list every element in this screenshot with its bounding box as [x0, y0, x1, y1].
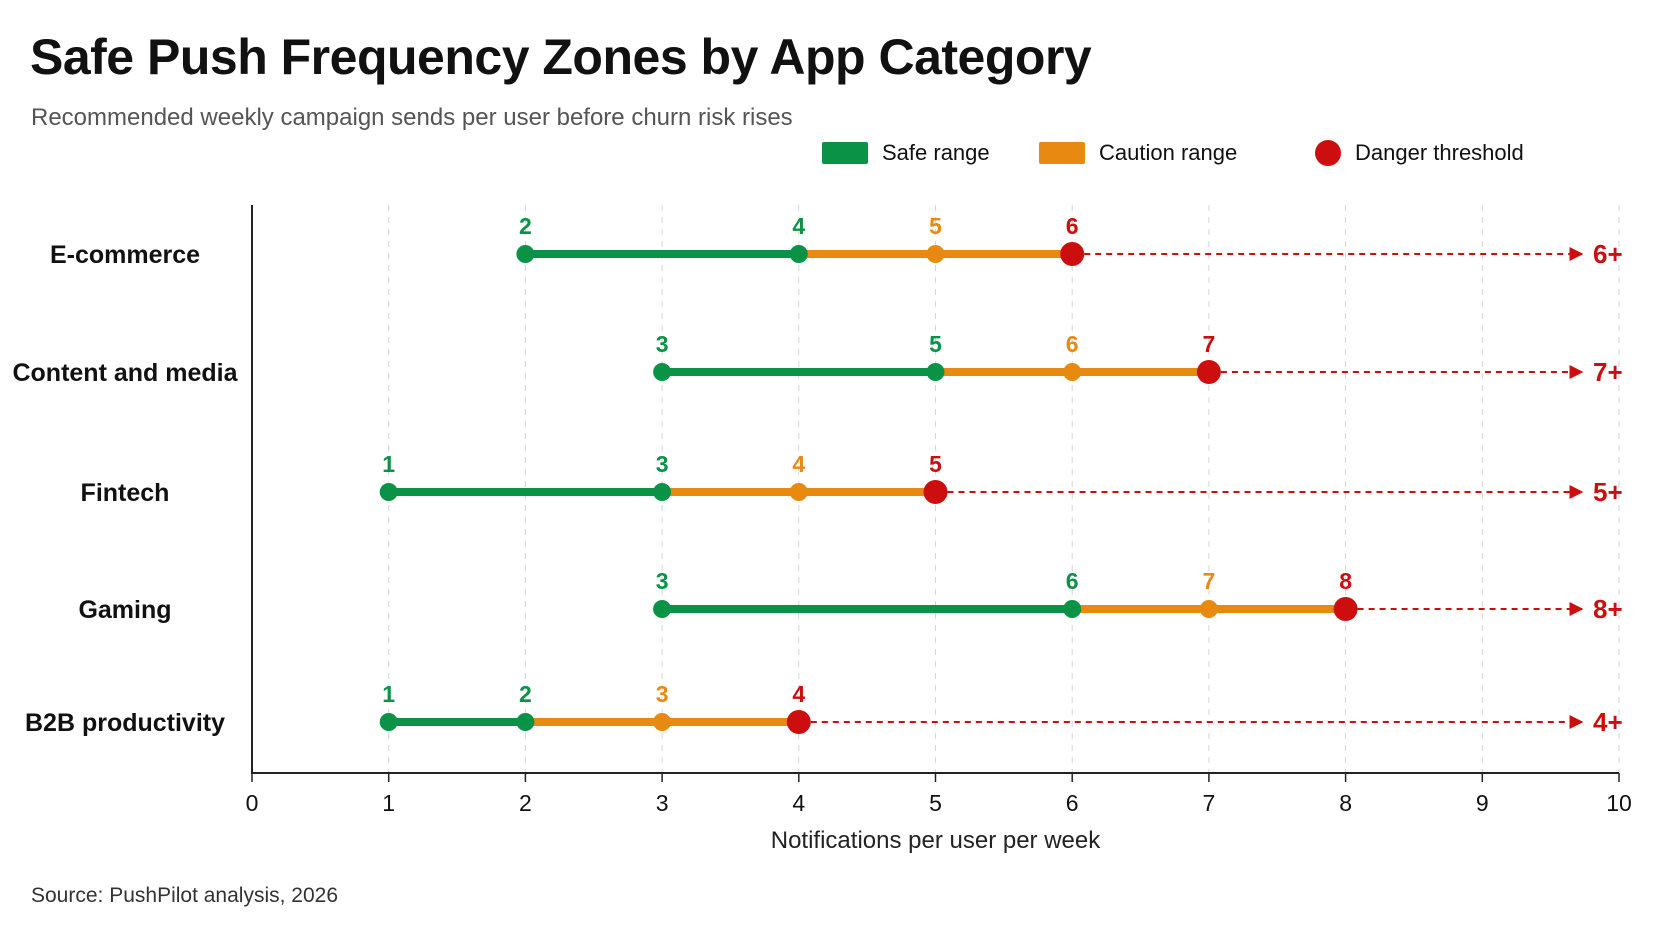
- x-tick-label-0: 0: [246, 790, 259, 816]
- safe-start-point: [653, 600, 672, 618]
- safe-start-point: [379, 713, 398, 731]
- safe-end-point: [926, 363, 945, 381]
- danger-end-label: 7+: [1593, 357, 1623, 387]
- safe-end-label: 4: [792, 213, 805, 239]
- row-e-commerce: E-commerce 2 4 5 6 6+: [50, 213, 1623, 269]
- row-b2b-productivity: B2B productivity 1 2 3 4 4+: [25, 681, 1623, 737]
- row-fintech: Fintech 1 3 4 5 5+: [81, 451, 1623, 507]
- danger-threshold-point: [1060, 242, 1085, 266]
- caution-label: 5: [929, 213, 942, 239]
- x-tick-label-1: 1: [382, 790, 395, 816]
- safe-end-label: 3: [656, 451, 669, 477]
- safe-end-label: 2: [519, 681, 532, 707]
- caution-point: [926, 245, 945, 263]
- safe-end-point: [516, 713, 535, 731]
- data-rows: E-commerce 2 4 5 6 6+ Content and media 3 5 6 7 7+ F…: [12, 213, 1622, 737]
- legend-dot-danger: [1315, 140, 1341, 166]
- danger-label: 4: [792, 681, 805, 707]
- x-tick-label-8: 8: [1339, 790, 1352, 816]
- row-content-and-media: Content and media 3 5 6 7 7+: [12, 331, 1622, 387]
- safe-end-point: [1063, 600, 1082, 618]
- legend-swatch-safe: [822, 142, 868, 164]
- x-tick-label-6: 6: [1066, 790, 1079, 816]
- safe-start-label: 2: [519, 213, 532, 239]
- axes: 0 1 2 3 4 5 6 7 8 9 10: [246, 205, 1632, 816]
- category-label: B2B productivity: [25, 709, 225, 737]
- legend-swatch-caution: [1039, 142, 1085, 164]
- danger-end-label: 6+: [1593, 239, 1623, 269]
- x-tick-label-2: 2: [519, 790, 532, 816]
- caution-point: [789, 483, 808, 501]
- chart-subtitle: Recommended weekly campaign sends per us…: [31, 104, 793, 131]
- danger-label: 7: [1203, 331, 1216, 357]
- source-note: Source: PushPilot analysis, 2026: [31, 884, 339, 907]
- category-label: Gaming: [78, 596, 171, 624]
- category-label: E-commerce: [50, 241, 200, 269]
- danger-end-label: 8+: [1593, 594, 1623, 624]
- legend-item-caution: Caution range: [1039, 135, 1237, 171]
- danger-label: 6: [1066, 213, 1079, 239]
- danger-label: 5: [929, 451, 942, 477]
- danger-end-label: 4+: [1593, 707, 1623, 737]
- category-label: Fintech: [81, 479, 170, 507]
- safe-start-point: [379, 483, 398, 501]
- grid-lines: [388, 205, 1620, 773]
- safe-end-point: [653, 483, 672, 501]
- caution-point: [1199, 600, 1218, 618]
- legend-item-danger: Danger threshold: [1315, 135, 1524, 171]
- caution-label: 7: [1203, 568, 1216, 594]
- safe-start-point: [516, 245, 535, 263]
- safe-end-point: [789, 245, 808, 263]
- safe-start-label: 3: [656, 568, 669, 594]
- danger-end-label: 5+: [1593, 477, 1623, 507]
- legend-item-safe: Safe range: [822, 135, 990, 171]
- row-gaming: Gaming 3 6 7 8 8+: [78, 568, 1622, 624]
- safe-start-label: 3: [656, 331, 669, 357]
- legend: Safe range Caution range Danger threshol…: [0, 135, 1672, 175]
- chart-title: Safe Push Frequency Zones by App Categor…: [30, 29, 1092, 85]
- caution-label: 4: [792, 451, 805, 477]
- legend-label-danger: Danger threshold: [1355, 140, 1524, 165]
- x-tick-label-4: 4: [792, 790, 805, 816]
- safe-end-label: 6: [1066, 568, 1079, 594]
- caution-label: 3: [656, 681, 669, 707]
- caution-point: [653, 713, 672, 731]
- danger-threshold-point: [786, 710, 811, 734]
- legend-label-safe: Safe range: [882, 140, 990, 165]
- safe-end-label: 5: [929, 331, 942, 357]
- danger-threshold-point: [1196, 360, 1221, 384]
- danger-label: 8: [1339, 568, 1352, 594]
- category-label: Content and media: [12, 359, 238, 387]
- caution-point: [1063, 363, 1082, 381]
- safe-start-point: [653, 363, 672, 381]
- x-tick-label-7: 7: [1203, 790, 1216, 816]
- safe-start-label: 1: [382, 451, 395, 477]
- x-tick-label-5: 5: [929, 790, 942, 816]
- safe-start-label: 1: [382, 681, 395, 707]
- x-tick-label-3: 3: [656, 790, 669, 816]
- x-tick-label-9: 9: [1476, 790, 1489, 816]
- danger-threshold-point: [1333, 597, 1358, 621]
- caution-label: 6: [1066, 331, 1079, 357]
- x-tick-label-10: 10: [1606, 790, 1632, 816]
- legend-label-caution: Caution range: [1099, 140, 1238, 165]
- x-axis-label: Notifications per user per week: [771, 827, 1101, 854]
- danger-threshold-point: [923, 480, 948, 504]
